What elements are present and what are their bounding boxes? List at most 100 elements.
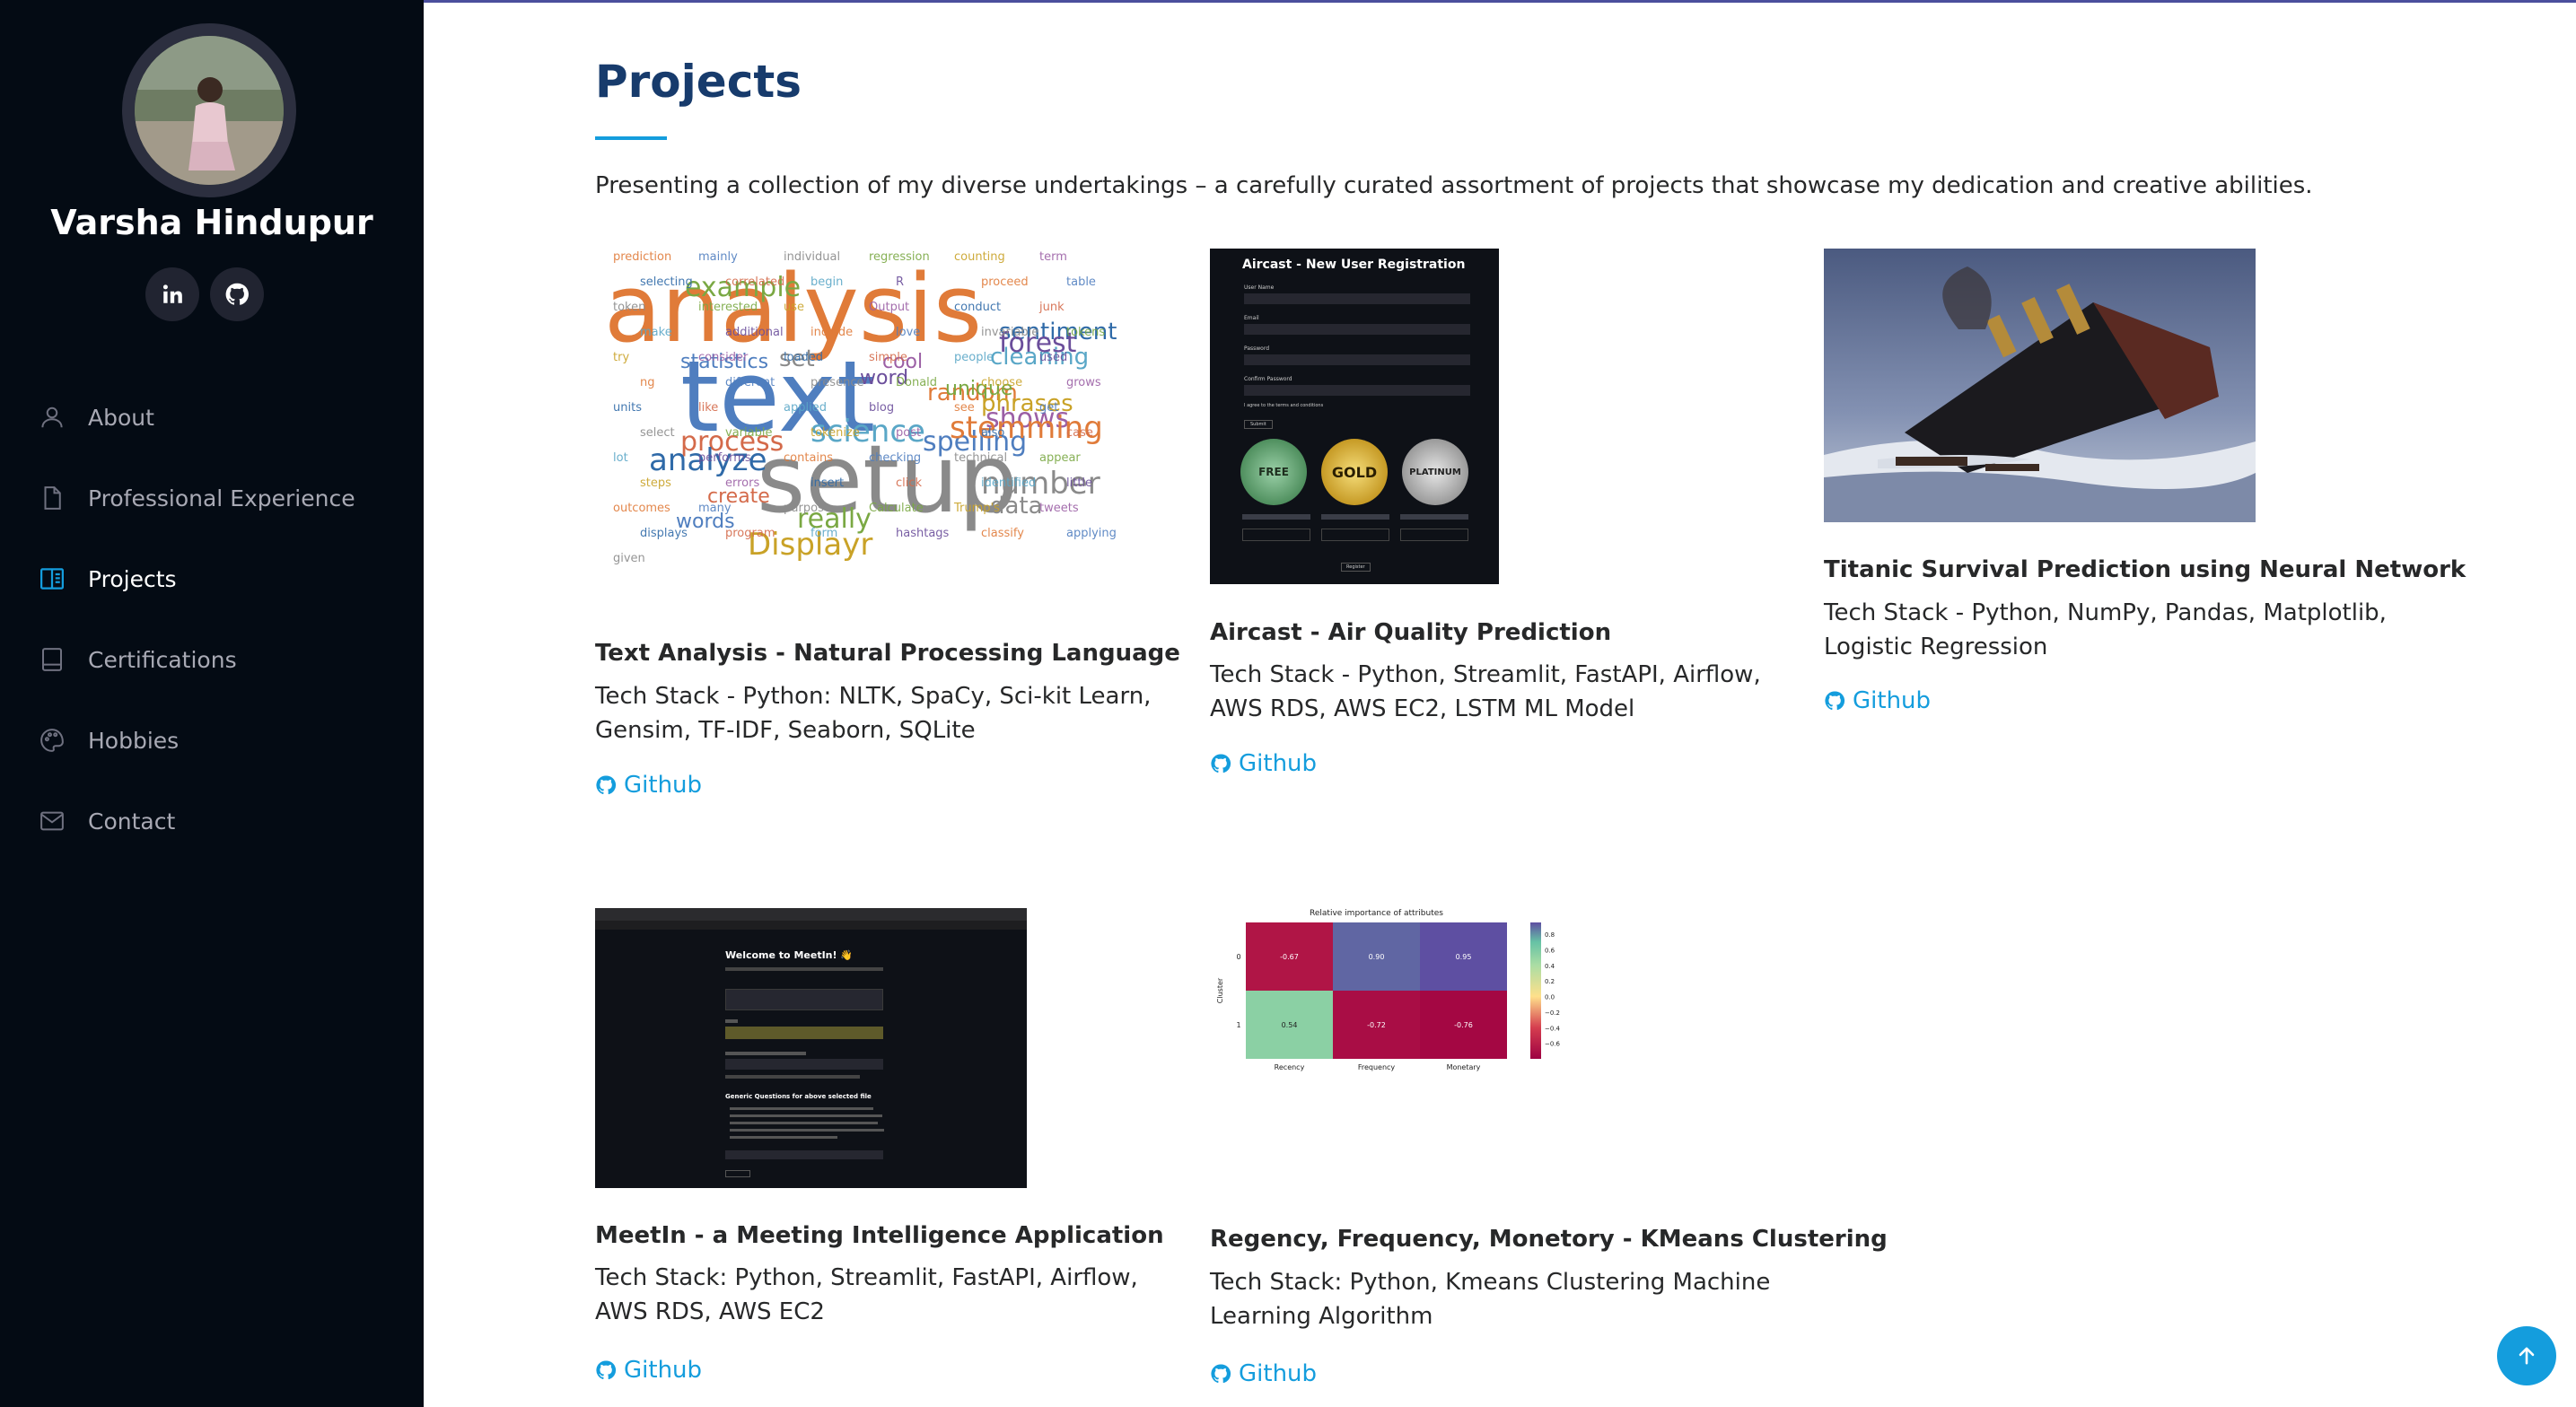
github-button[interactable] <box>210 267 264 321</box>
wordcloud-word: number <box>981 466 1100 502</box>
wordcloud-word: Output <box>869 301 909 314</box>
project-github-link[interactable]: Github <box>1210 750 1317 777</box>
wordcloud-word: invariable <box>981 326 1038 339</box>
nav-item-certifications[interactable]: Certifications <box>36 619 413 700</box>
palette-icon <box>36 724 68 756</box>
wordcloud-word: blog <box>869 401 894 415</box>
colorbar-tick-label: −0.2 <box>1545 1009 1560 1017</box>
back-to-top-button[interactable] <box>2497 1326 2556 1385</box>
wordcloud-word: phrases <box>981 390 1073 417</box>
person-icon <box>36 401 68 433</box>
project-image-meetin[interactable]: Welcome to MeetIn! 👋 Generic Questions f… <box>595 908 1027 1188</box>
project-image-heatmap[interactable]: Relative importance of attributes -0.67 0.… <box>1210 904 1641 1192</box>
nav-item-about[interactable]: About <box>36 377 413 458</box>
project-tech-stack: Tech Stack - Python, Streamlit, FastAPI,… <box>1210 661 1761 722</box>
wordcloud-word: different <box>725 376 775 389</box>
nav-label: Professional Experience <box>88 485 355 511</box>
rfm-heatmap-chart: Relative importance of attributes -0.67 0.… <box>1216 909 1561 1071</box>
wordcloud-word: data <box>990 493 1043 520</box>
project-github-link[interactable]: Github <box>1824 687 1931 714</box>
wordcloud-word: mainly <box>698 250 738 264</box>
wordcloud-word: like <box>698 401 718 415</box>
titanic-painting <box>1824 249 2256 522</box>
avatar <box>122 23 296 197</box>
y-axis-label: Cluster <box>1216 977 1224 1003</box>
heatmap-cell <box>1246 922 1333 991</box>
project-image-aircast[interactable]: Aircast - New User Registration User Nam… <box>1210 249 1499 584</box>
project-github-link[interactable]: Github <box>595 1357 702 1384</box>
heatmap-cell-label: 0.90 <box>1369 953 1385 961</box>
wordcloud-word: program <box>725 527 775 540</box>
aircast-form: User Name Email Password Confirm Passwor… <box>1244 284 1470 429</box>
y-tick-label: 0 <box>1236 953 1240 961</box>
github-icon <box>596 775 617 795</box>
wordcloud-word: given <box>613 552 645 565</box>
project-image-titanic[interactable] <box>1824 249 2256 522</box>
free-badge: FREE <box>1240 439 1307 505</box>
nav-label: About <box>88 404 154 431</box>
nav-label: Hobbies <box>88 727 180 754</box>
profile-name: Varsha Hindupur <box>50 203 373 242</box>
file-icon <box>36 482 68 514</box>
wordcloud-word: process <box>680 426 784 458</box>
wordcloud-word: create <box>707 485 770 508</box>
meetin-mock-questions: Generic Questions for above selected fil… <box>725 1093 872 1100</box>
wordcloud-word: include <box>810 326 853 339</box>
wordcloud-word: analysis <box>604 254 982 363</box>
field-input <box>1244 324 1470 335</box>
nav-item-hobbies[interactable]: Hobbies <box>36 700 413 781</box>
wordcloud-word: word <box>860 367 908 389</box>
project-tech-stack: Tech Stack - Python: NLTK, SpaCy, Sci-ki… <box>595 683 1152 744</box>
certificate-icon <box>36 643 68 676</box>
wordcloud-word: try <box>613 351 629 364</box>
top-accent-line <box>424 0 2576 3</box>
wordcloud-word: loaded <box>784 351 823 364</box>
wordcloud-word: cool <box>882 351 923 373</box>
wordcloud-word: table <box>1066 275 1096 289</box>
wordcloud-word: contains <box>784 451 833 465</box>
field-input <box>1244 293 1470 304</box>
wordcloud-word: case <box>1066 426 1093 440</box>
nav-item-projects[interactable]: Projects <box>36 538 413 619</box>
heatmap-cell <box>1246 991 1333 1059</box>
wordcloud-word: proceed <box>981 275 1029 289</box>
wordcloud-word: sentiment <box>999 319 1117 345</box>
heatmap-cell <box>1333 922 1420 991</box>
sidebar: Varsha Hindupur About Professional Exper… <box>0 0 424 1407</box>
field-label: User Name <box>1244 284 1275 291</box>
x-tick-label: Frequency <box>1358 1063 1396 1071</box>
colorbar-tick-label: 0.4 <box>1545 963 1555 970</box>
platinum-badge: PLATINUM <box>1402 439 1468 505</box>
linkedin-button[interactable] <box>145 267 199 321</box>
wordcloud-word: set <box>779 345 815 372</box>
wordcloud-word: simple <box>869 351 907 364</box>
project-title: Regency, Frequency, Monetory - KMeans Cl… <box>1210 1226 1888 1253</box>
wordcloud-word: grows <box>1066 376 1101 389</box>
project-title: Text Analysis - Natural Processing Langu… <box>595 640 1180 667</box>
github-icon <box>1211 1364 1231 1384</box>
wordcloud-word: text <box>680 339 875 454</box>
mock-submit-button: Submit <box>1244 420 1273 429</box>
wordcloud-word: post <box>896 426 921 440</box>
colorbar <box>1530 922 1541 1059</box>
nav-item-contact[interactable]: Contact <box>36 781 413 861</box>
project-image-wordcloud[interactable]: analysis text setup words data really Displayr… <box>595 242 1134 592</box>
wordcloud-word: Trump's <box>953 502 1000 515</box>
wordcloud-word: technical <box>954 451 1007 465</box>
field-label: Password <box>1244 345 1270 352</box>
project-github-link[interactable]: Github <box>595 772 702 799</box>
wordcloud-word: prediction <box>613 250 671 264</box>
wordcloud-word: make <box>640 326 672 339</box>
nav-label: Projects <box>88 565 177 592</box>
project-tech-stack: Tech Stack: Python, Streamlit, FastAPI, … <box>595 1264 1138 1325</box>
project-github-link[interactable]: Github <box>1210 1360 1317 1387</box>
project-tech-stack: Tech Stack - Python, NumPy, Pandas, Matp… <box>1824 599 2387 660</box>
nav-item-professional-experience[interactable]: Professional Experience <box>36 458 413 538</box>
section-intro: Presenting a collection of my diverse un… <box>595 172 2313 199</box>
colorbar-tick-label: −0.6 <box>1545 1041 1561 1048</box>
wordcloud-word: Donald <box>896 376 937 389</box>
wordcloud-word: setup <box>757 424 1018 534</box>
wordcloud-word: form <box>810 527 837 540</box>
heatmap-cell-label: 0.54 <box>1282 1021 1298 1029</box>
